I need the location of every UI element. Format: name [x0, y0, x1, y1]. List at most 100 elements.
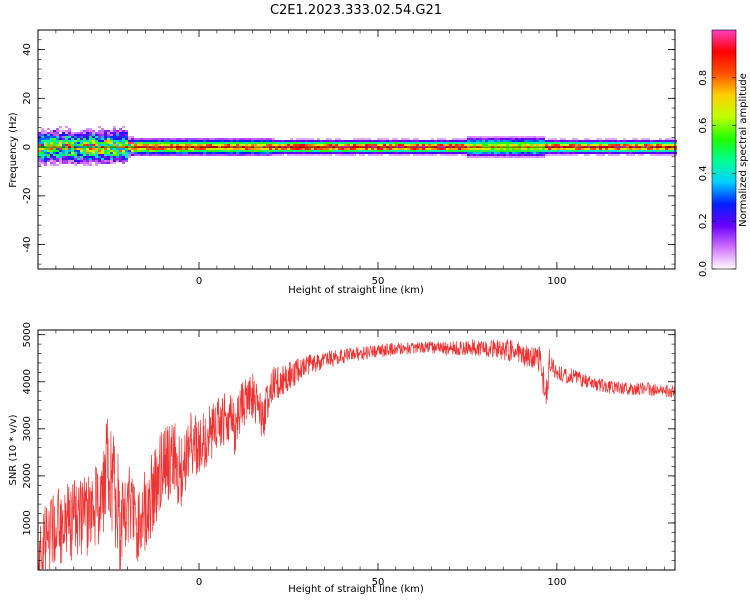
spectrogram-cell — [509, 156, 512, 158]
spectrogram-cell — [338, 154, 341, 156]
spectrogram-cell — [59, 126, 62, 128]
spectrogram-cell — [44, 152, 47, 154]
spectrogram-cell — [125, 156, 128, 158]
spectrogram-cell — [476, 154, 479, 156]
spectrogram-cell — [383, 152, 386, 154]
spectrogram-cell — [110, 142, 113, 144]
spectrogram-cell — [476, 138, 479, 140]
spectrogram-cell — [104, 152, 107, 154]
spectrogram-cell — [374, 144, 377, 146]
spectrogram-cell — [263, 150, 266, 152]
spectrogram-cell — [65, 154, 68, 156]
spectrogram-cell — [608, 138, 611, 140]
spectrogram-cell — [533, 140, 536, 142]
spectrogram-cell — [494, 152, 497, 154]
spectrogram-cell — [506, 156, 509, 158]
spectrogram-cell — [53, 136, 56, 138]
spectrogram-cell — [89, 136, 92, 138]
spectrogram-cell — [599, 142, 602, 144]
spectrogram-cell — [629, 150, 632, 152]
spectrogram-cell — [119, 154, 122, 156]
spectrogram-cell — [485, 140, 488, 142]
spectrogram-cell — [467, 138, 470, 140]
spectrogram-cell — [485, 144, 488, 146]
spectrogram-cell — [506, 138, 509, 140]
spectrogram-cell — [494, 150, 497, 152]
spectrogram-cell — [245, 154, 248, 156]
spectrogram-cell — [308, 148, 311, 150]
spectrogram-cell — [74, 162, 77, 164]
spectrogram-cell — [128, 142, 131, 144]
spectrogram-cell — [92, 144, 95, 146]
spectrogram-cell — [44, 134, 47, 136]
spectrogram-cell — [245, 150, 248, 152]
spectrogram-cell — [38, 152, 41, 154]
spectrogram-cell — [530, 136, 533, 138]
spectrogram-cell — [113, 150, 116, 152]
spectrogram-cell — [98, 144, 101, 146]
spectrogram-cell — [74, 138, 77, 140]
spectrogram-cell — [92, 152, 95, 154]
spectrogram-cell — [104, 158, 107, 160]
spectrogram-cell — [119, 158, 122, 160]
spectrogram-cell — [524, 140, 527, 142]
spectrogram-cell — [521, 152, 524, 154]
spectrogram-cell — [332, 150, 335, 152]
spectrogram-cell — [335, 144, 338, 146]
spectrogram-cell — [47, 138, 50, 140]
spectrogram-cell — [320, 154, 323, 156]
spectrogram-cell — [197, 140, 200, 142]
spectrogram-cell — [254, 140, 257, 142]
spectrogram-cell — [389, 144, 392, 146]
spectrogram-cell — [353, 142, 356, 144]
spectrogram-cell — [86, 144, 89, 146]
spectrogram-cell — [509, 144, 512, 146]
spectrogram-cell — [473, 144, 476, 146]
spectrogram-cell — [461, 150, 464, 152]
spectrogram-cell — [497, 136, 500, 138]
spectrogram-cell — [74, 164, 77, 166]
spectrogram-cell — [236, 144, 239, 146]
spectrogram-cell — [89, 140, 92, 142]
spectrogram-cell — [176, 150, 179, 152]
spectrogram-cell — [476, 136, 479, 138]
spectrogram-cell — [635, 142, 638, 144]
spectrogram-cell — [593, 140, 596, 142]
spectrogram-cell — [305, 152, 308, 154]
spectrogram-cell — [509, 152, 512, 154]
spectrogram-cell — [608, 142, 611, 144]
spectrogram-cell — [551, 154, 554, 156]
spectrogram-cell — [149, 142, 152, 144]
spectrogram-cell — [56, 134, 59, 136]
spectrogram-cell — [125, 150, 128, 152]
spectrogram-cell — [590, 152, 593, 154]
spectrogram-cell — [614, 138, 617, 140]
spectrogram-cell — [437, 138, 440, 140]
spectrogram-cell — [182, 150, 185, 152]
spectrogram-cell — [236, 142, 239, 144]
spectrogram-cell — [326, 152, 329, 154]
spectrogram-cell — [395, 150, 398, 152]
spectrogram-cell — [425, 152, 428, 154]
spectrogram-cell — [572, 138, 575, 140]
spectrogram-cell — [476, 152, 479, 154]
spectrogram-cell — [554, 138, 557, 140]
spectrogram-cell — [485, 138, 488, 140]
spectrogram-cell — [278, 148, 281, 150]
spectrogram-cell — [380, 140, 383, 142]
spectrogram-cell — [620, 144, 623, 146]
spectrogram-cell — [224, 152, 227, 154]
spectrogram-cell — [449, 154, 452, 156]
spectrogram-cell — [452, 138, 455, 140]
spectrogram-cell — [116, 132, 119, 134]
spectrogram-cell — [326, 140, 329, 142]
spectrogram-cell — [563, 138, 566, 140]
spectrogram-cell — [545, 152, 548, 154]
spectrogram-cell — [470, 138, 473, 140]
spectrogram-cell — [662, 144, 665, 146]
spectrogram-cell — [542, 140, 545, 142]
spectrogram-cell — [548, 152, 551, 154]
spectrogram-cell — [125, 134, 128, 136]
spectrogram-cell — [152, 138, 155, 140]
spectrogram-cell — [263, 140, 266, 142]
